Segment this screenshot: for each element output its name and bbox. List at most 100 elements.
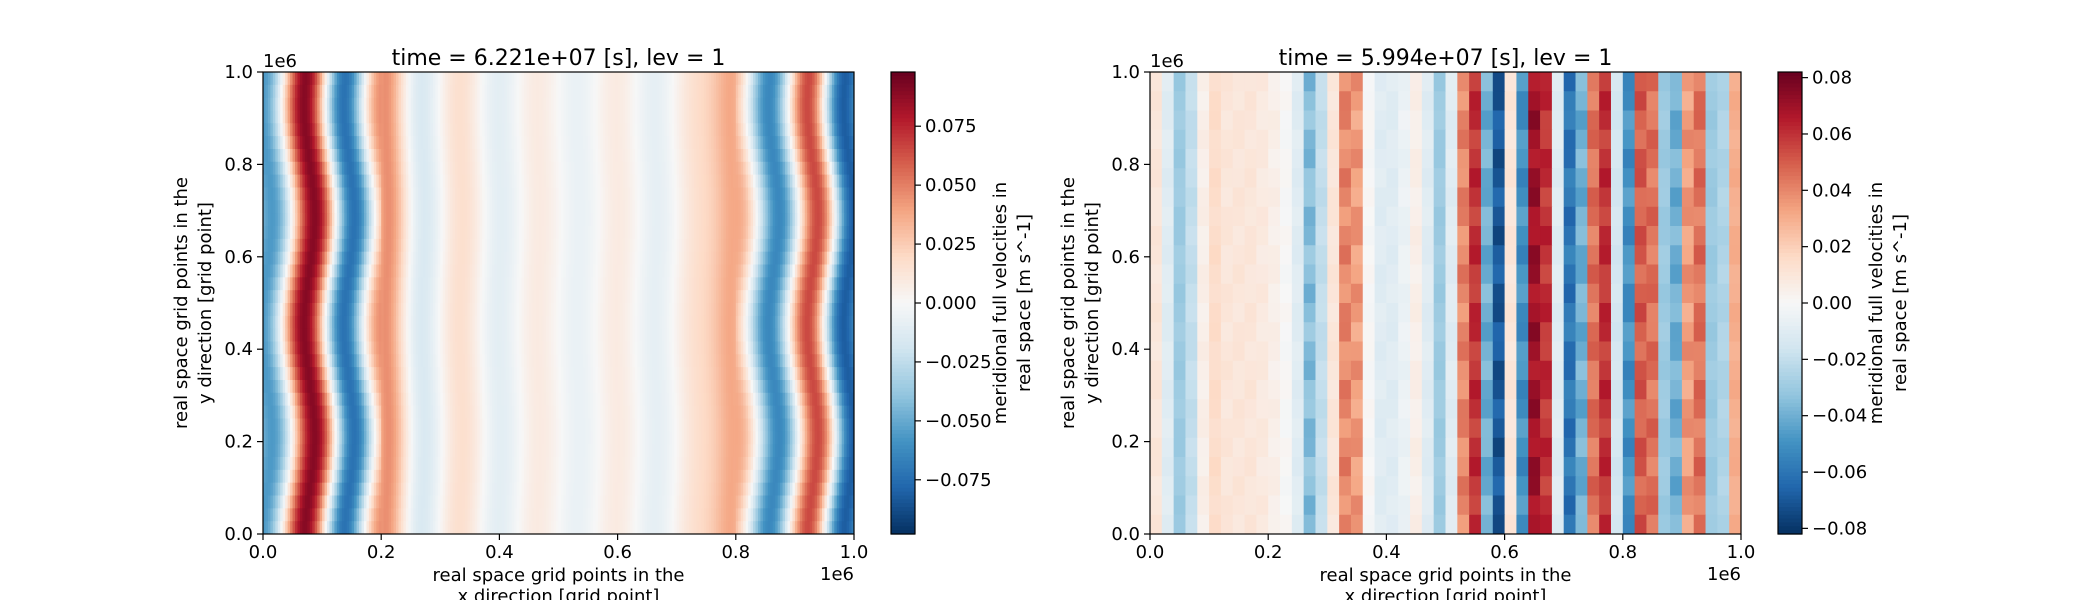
heatmap-cell bbox=[329, 174, 333, 189]
heatmap-cell bbox=[812, 84, 816, 99]
heatmap-cell bbox=[277, 136, 281, 150]
heatmap-cell bbox=[361, 213, 365, 227]
heatmap-cell bbox=[501, 161, 505, 176]
heatmap-cell bbox=[447, 149, 451, 163]
heatmap-cell bbox=[703, 187, 707, 201]
heatmap-cell bbox=[782, 251, 786, 266]
heatmap-cell bbox=[386, 303, 390, 317]
heatmap-cell bbox=[777, 174, 781, 189]
heatmap-cell bbox=[371, 264, 375, 278]
heatmap-cell bbox=[280, 136, 284, 150]
heatmap-cell bbox=[455, 290, 459, 304]
heatmap-cell bbox=[398, 315, 402, 330]
heatmap-cell bbox=[836, 290, 840, 304]
heatmap-cell bbox=[460, 123, 464, 137]
heatmap-cell bbox=[531, 136, 535, 150]
heatmap-cell bbox=[639, 123, 643, 137]
heatmap-cell bbox=[595, 174, 599, 189]
heatmap-cell bbox=[846, 149, 850, 163]
heatmap-cell bbox=[770, 110, 774, 124]
heatmap-cell bbox=[789, 149, 794, 163]
heatmap-cell bbox=[627, 328, 631, 343]
heatmap-cell bbox=[647, 264, 651, 278]
heatmap-cell bbox=[684, 187, 688, 201]
heatmap-cell bbox=[386, 251, 390, 266]
heatmap-cell bbox=[410, 149, 414, 163]
heatmap-cell bbox=[376, 213, 380, 227]
heatmap-cell bbox=[797, 290, 801, 304]
heatmap-cell bbox=[558, 136, 562, 150]
heatmap-cell bbox=[410, 110, 414, 124]
heatmap-cell bbox=[295, 264, 299, 278]
heatmap-cell bbox=[733, 110, 737, 124]
heatmap-cell bbox=[684, 123, 688, 137]
heatmap-cell bbox=[327, 315, 331, 330]
heatmap-cell bbox=[583, 110, 587, 124]
heatmap-cell bbox=[383, 149, 387, 163]
heatmap-cell bbox=[775, 251, 779, 266]
heatmap-cell bbox=[331, 187, 336, 201]
heatmap-cell bbox=[560, 251, 565, 266]
heatmap-cell bbox=[373, 174, 377, 189]
heatmap-cell bbox=[637, 328, 641, 343]
heatmap-cell bbox=[649, 149, 653, 163]
heatmap-cell bbox=[740, 226, 744, 240]
heatmap-cell bbox=[538, 161, 542, 176]
heatmap-cell bbox=[839, 161, 843, 176]
heatmap-cell bbox=[622, 328, 626, 343]
heatmap-cell bbox=[592, 290, 597, 304]
heatmap-cell bbox=[647, 315, 651, 330]
heatmap-cell bbox=[738, 328, 742, 343]
heatmap-cell bbox=[743, 303, 747, 317]
heatmap-cell bbox=[725, 251, 730, 266]
heatmap-cell bbox=[693, 84, 697, 99]
heatmap-cell bbox=[435, 315, 439, 330]
heatmap-cell bbox=[657, 238, 661, 253]
heatmap-cell bbox=[782, 97, 786, 112]
heatmap-cell bbox=[610, 290, 614, 304]
heatmap-cell bbox=[356, 84, 360, 99]
heatmap-cell bbox=[592, 136, 597, 150]
heatmap-cell bbox=[511, 123, 515, 137]
heatmap-cell bbox=[674, 97, 678, 112]
heatmap-cell bbox=[351, 264, 355, 278]
heatmap-cell bbox=[777, 161, 781, 176]
heatmap-cell bbox=[632, 315, 636, 330]
heatmap-cell bbox=[265, 264, 269, 278]
heatmap-cell bbox=[391, 328, 395, 343]
heatmap-cell bbox=[314, 277, 318, 291]
heatmap-cell bbox=[647, 251, 651, 266]
heatmap-cell bbox=[772, 200, 776, 214]
heatmap-cell bbox=[489, 238, 493, 253]
heatmap-cell bbox=[418, 277, 422, 291]
heatmap-cell bbox=[809, 303, 813, 317]
heatmap-cell bbox=[272, 315, 276, 330]
heatmap-cell bbox=[282, 161, 286, 176]
heatmap-cell bbox=[637, 161, 641, 176]
heatmap-cell bbox=[689, 123, 693, 137]
heatmap-cell bbox=[794, 161, 798, 176]
heatmap-cell bbox=[359, 264, 363, 278]
heatmap-cell bbox=[280, 251, 284, 266]
heatmap-cell bbox=[652, 328, 656, 343]
heatmap-cell bbox=[632, 226, 636, 240]
heatmap-cell bbox=[708, 303, 712, 317]
heatmap-cell bbox=[612, 277, 616, 291]
heatmap-cell bbox=[597, 72, 601, 86]
heatmap-cell bbox=[620, 290, 624, 304]
heatmap-cell bbox=[738, 315, 742, 330]
heatmap-cell bbox=[812, 110, 816, 124]
heatmap-cell bbox=[339, 213, 343, 227]
heatmap-cell bbox=[430, 110, 434, 124]
heatmap-cell bbox=[634, 251, 638, 266]
heatmap-cell bbox=[558, 238, 562, 253]
heatmap-cell bbox=[509, 200, 513, 214]
heatmap-cell bbox=[378, 213, 382, 227]
heatmap-cell bbox=[290, 136, 294, 150]
heatmap-cell bbox=[711, 187, 715, 201]
heatmap-cell bbox=[819, 264, 823, 278]
heatmap-cell bbox=[524, 264, 528, 278]
heatmap-cell bbox=[612, 264, 616, 278]
heatmap-cell bbox=[391, 213, 395, 227]
heatmap-cell bbox=[314, 315, 318, 330]
